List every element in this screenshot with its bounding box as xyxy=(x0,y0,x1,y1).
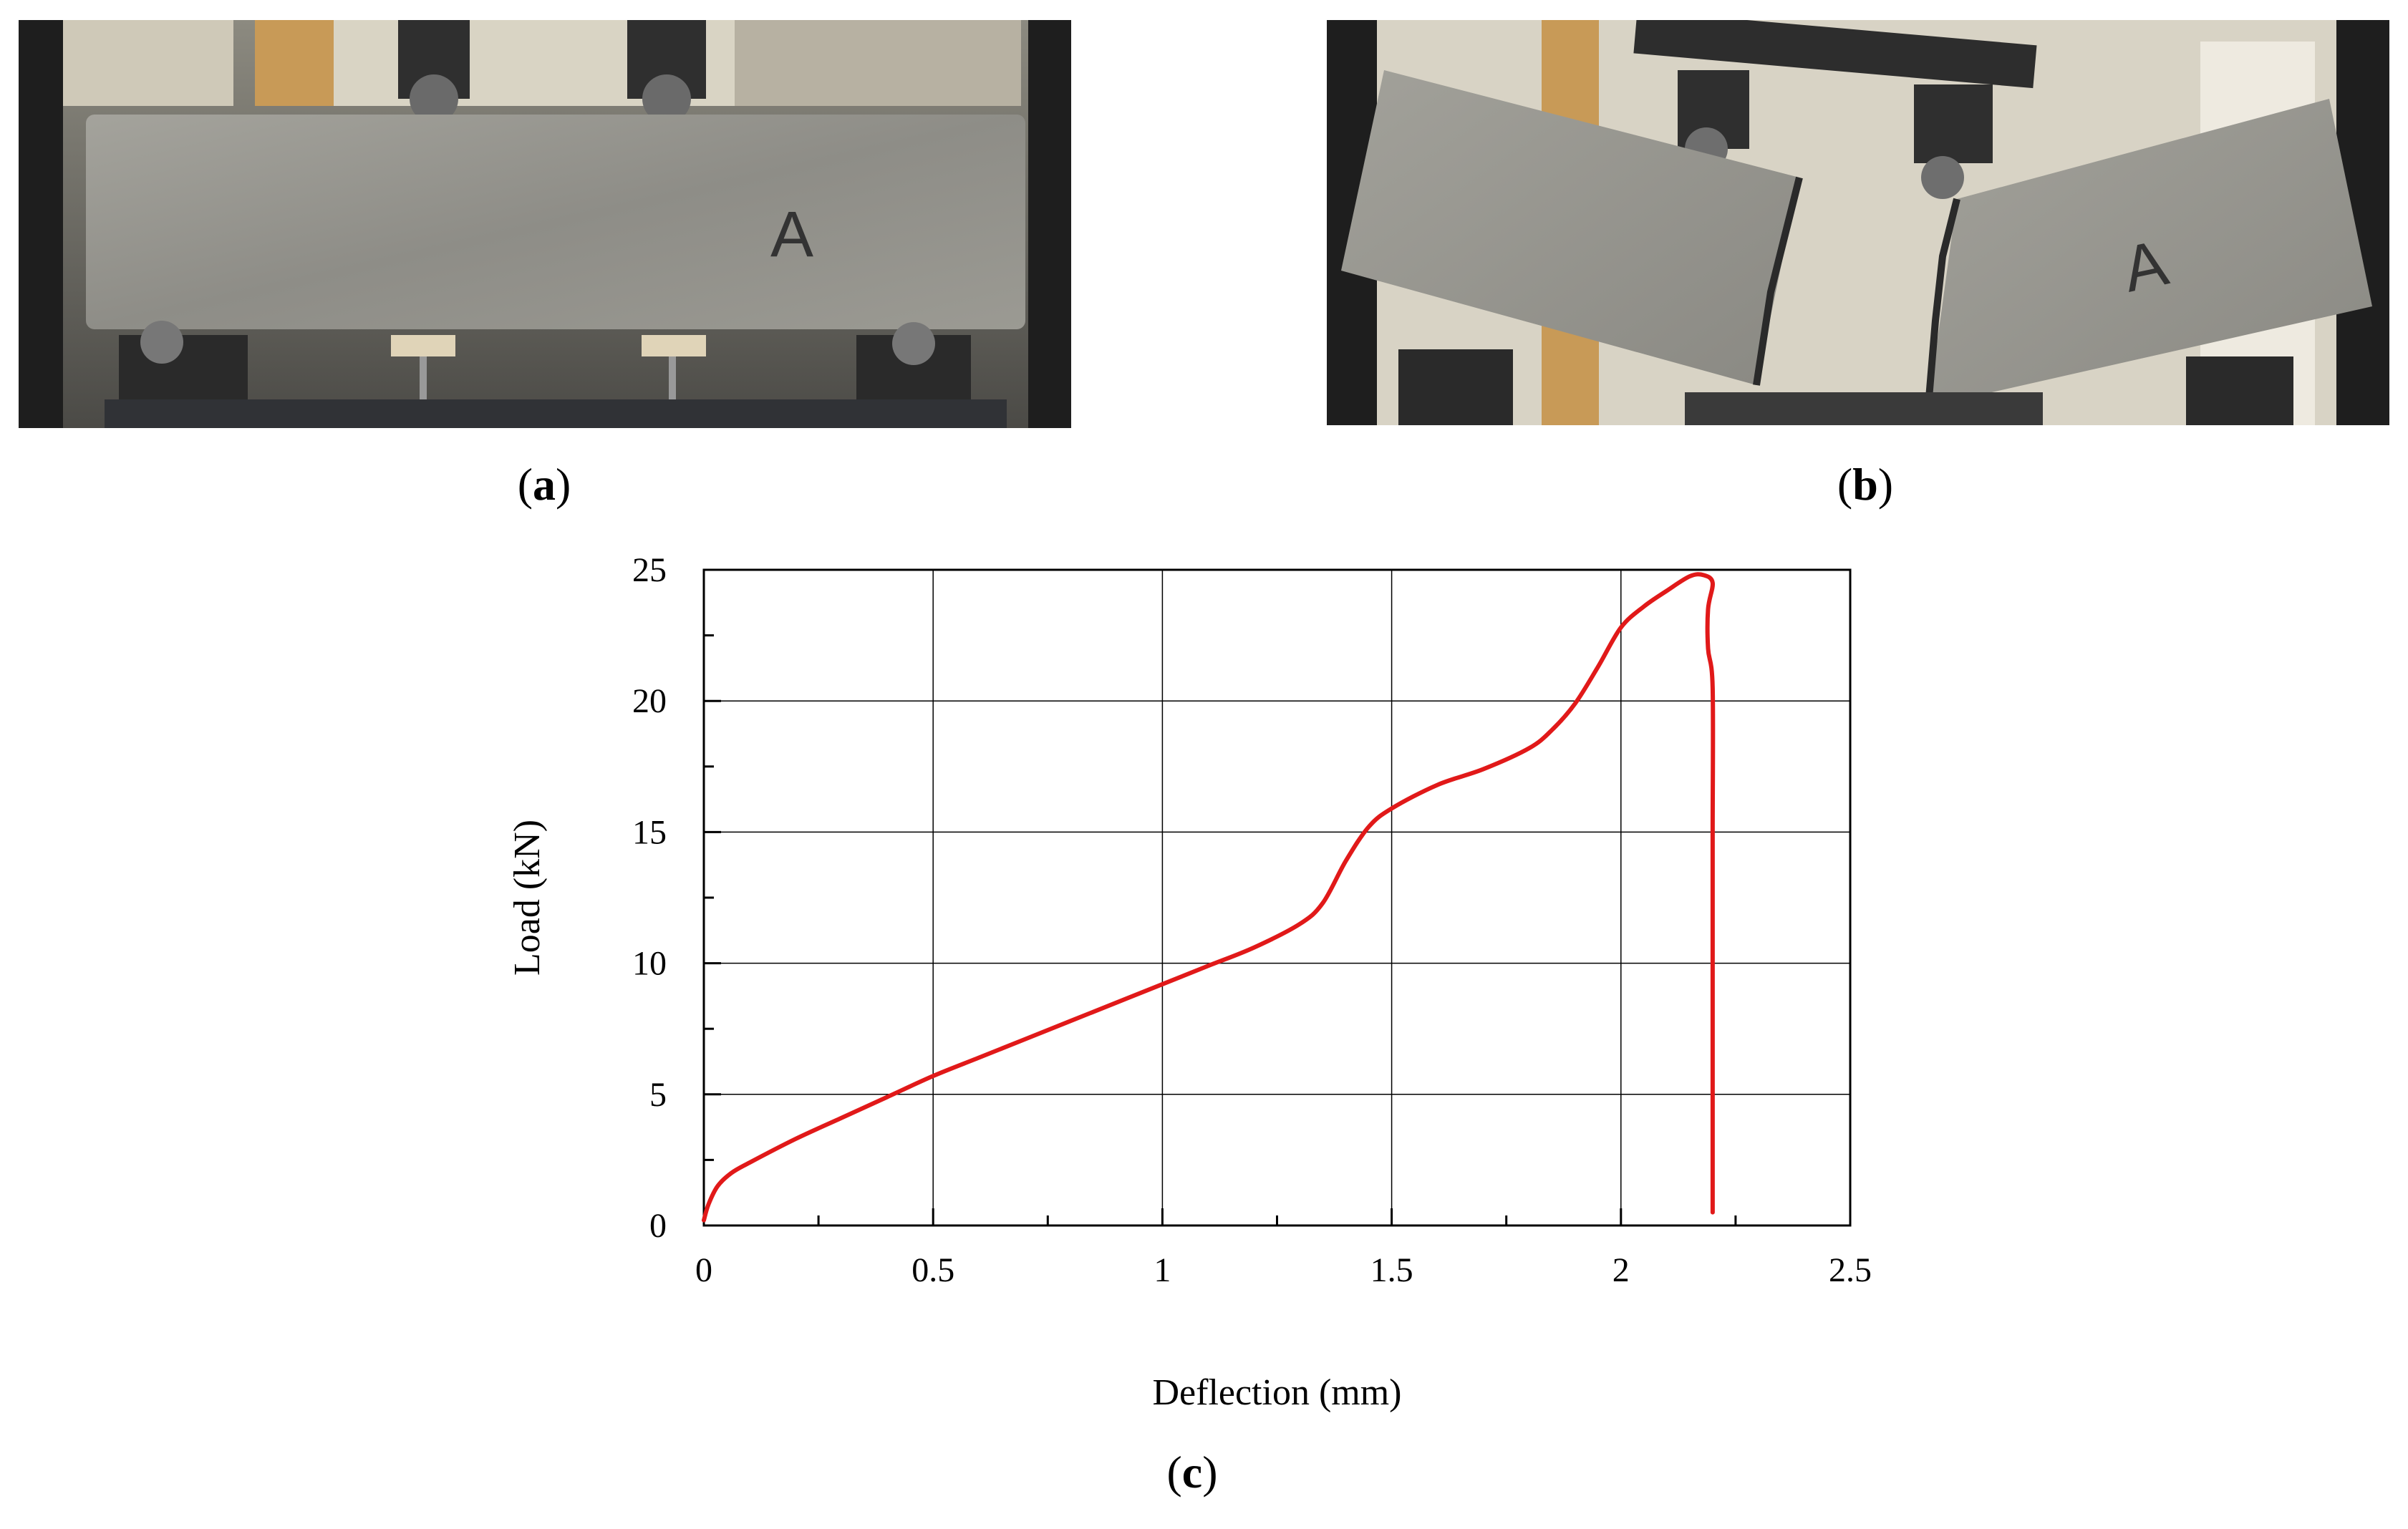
photo-fractured-beam: A xyxy=(1327,20,2389,425)
caption-a: (a) xyxy=(517,459,571,510)
x-tick-label: 0 xyxy=(695,1251,712,1289)
beam-test-photo-b: A xyxy=(1327,20,2389,425)
y-tick-label: 0 xyxy=(649,1207,667,1245)
y-tick-label: 15 xyxy=(632,813,667,851)
y-tick-label: 10 xyxy=(632,945,667,983)
chart-ticks: 0 0.5 1 1.5 2 2.5 0 5 10 15 20 25 xyxy=(632,551,1872,1289)
caption-b: (b) xyxy=(1837,459,1894,510)
load-deflection-series-line xyxy=(702,572,1716,1223)
x-axis-label: Deflection (mm) xyxy=(1153,1372,1402,1413)
x-tick-label: 2.5 xyxy=(1829,1251,1872,1289)
x-tick-label: 1 xyxy=(1154,1251,1171,1289)
y-tick-label: 25 xyxy=(632,551,667,589)
chart-grid xyxy=(704,570,1850,1225)
x-tick-label: 2 xyxy=(1612,1251,1630,1289)
y-axis-label: Load (kN) xyxy=(507,820,548,976)
caption-c: (c) xyxy=(1166,1447,1218,1498)
x-tick-label: 0.5 xyxy=(912,1251,954,1289)
y-tick-label: 5 xyxy=(649,1076,667,1114)
photo-intact-beam: A xyxy=(19,20,1071,428)
beam-marking-a: A xyxy=(770,199,813,271)
y-tick-label: 20 xyxy=(632,682,667,720)
chart-series xyxy=(702,572,1716,1223)
plot-frame xyxy=(702,568,1852,1227)
beam-test-photo-a: A xyxy=(19,20,1071,428)
x-tick-label: 1.5 xyxy=(1370,1251,1413,1289)
